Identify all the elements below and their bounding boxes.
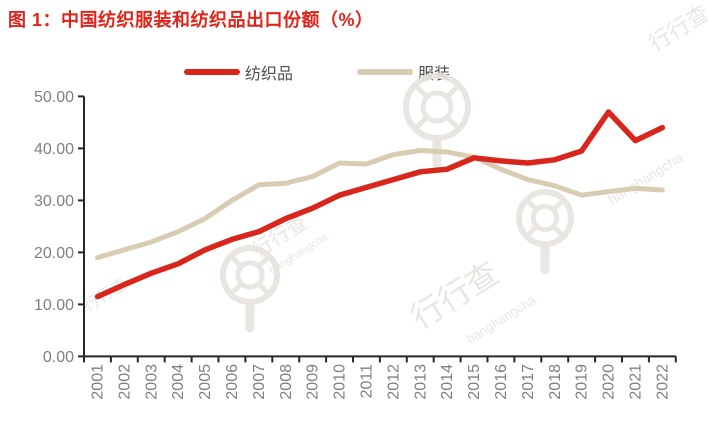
x-tick-label: 2013 (412, 364, 429, 400)
x-tick-label: 2006 (224, 364, 241, 400)
brand-watermark-logo (220, 245, 280, 333)
x-tick-label: 2002 (116, 364, 133, 400)
textiles-series-line (94, 109, 666, 300)
x-tick-label: 2014 (439, 364, 456, 400)
x-tick-label: 2007 (251, 364, 268, 400)
brand-watermark-text: hanghangcha (605, 149, 686, 208)
x-tick-label: 2022 (654, 364, 671, 400)
x-tick-label: 2019 (574, 364, 591, 400)
legend-swatch-apparel (357, 69, 414, 75)
x-tick-label: 2015 (466, 364, 483, 400)
x-tick-label: 2018 (547, 364, 564, 400)
y-tick-label: 0.00 (43, 349, 74, 366)
x-tick-label: 2020 (601, 364, 618, 400)
chart-title: 图 1：中国纺织服装和纺织品出口份额（%） (8, 10, 374, 30)
x-tick-label: 2011 (358, 364, 375, 399)
x-tick-label: 2004 (170, 364, 187, 400)
x-tick-label: 2008 (278, 364, 295, 400)
legend-label-textiles: 纺织品 (245, 66, 294, 83)
y-tick-label: 40.00 (34, 141, 74, 158)
x-tick-label: 2017 (520, 364, 537, 400)
x-tick-label: 2016 (493, 364, 510, 400)
x-tick-label: 2003 (143, 364, 160, 400)
x-tick-label: 2021 (627, 364, 644, 400)
legend-swatch-textiles (184, 69, 240, 75)
y-tick-label: 20.00 (34, 245, 74, 262)
y-tick-label: 10.00 (34, 297, 74, 314)
x-tick-label: 2010 (332, 364, 349, 400)
legend-item-textiles: 纺织品 (184, 60, 293, 84)
apparel-series-line (95, 148, 665, 261)
x-tick-label: 2012 (385, 364, 402, 400)
brand-watermark-logo (516, 189, 574, 275)
x-tick-label: 2009 (305, 364, 322, 400)
y-tick-label: 50.00 (34, 89, 74, 106)
x-tick-label: 2005 (197, 364, 214, 400)
y-tick-label: 30.00 (34, 193, 74, 210)
brand-watermark-text: 行行查 (644, 0, 708, 56)
x-tick-label: 2001 (89, 364, 106, 400)
